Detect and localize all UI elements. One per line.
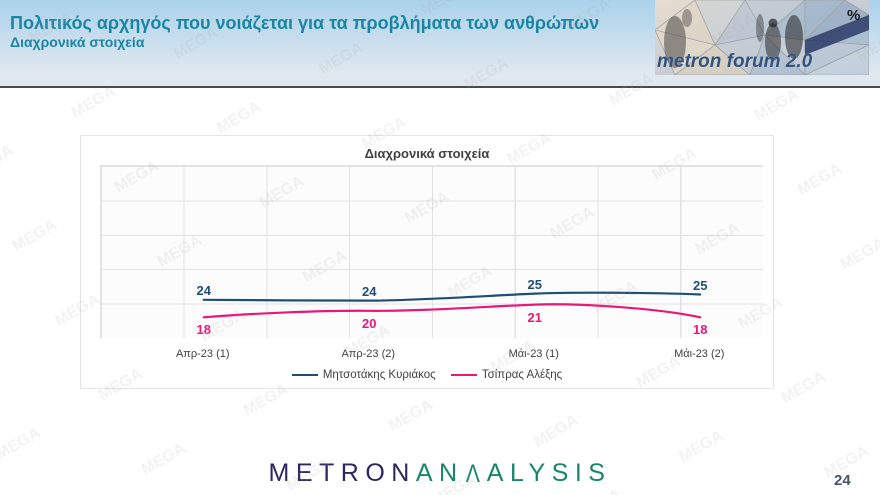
svg-text:%: % <box>847 7 860 24</box>
